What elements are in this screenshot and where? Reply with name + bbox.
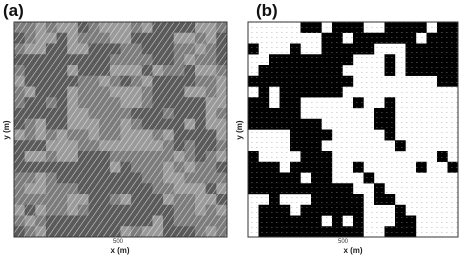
x-axis-label: x (m) [343,246,362,255]
x-tick-label: 500 [113,239,124,245]
x-axis-label: x (m) [110,246,129,255]
panel-a [13,21,228,238]
x-tick-label: 500 [338,239,349,245]
y-axis-label: y (m) [235,120,244,139]
panel-label: (b) [256,1,278,20]
wind-vectors [248,22,458,237]
wind-hatching [14,22,227,237]
panel-b [247,21,459,238]
y-axis-label: y (m) [2,120,11,139]
panel-border [13,21,228,238]
panel-border [247,21,459,238]
panel-label: (a) [3,1,24,20]
